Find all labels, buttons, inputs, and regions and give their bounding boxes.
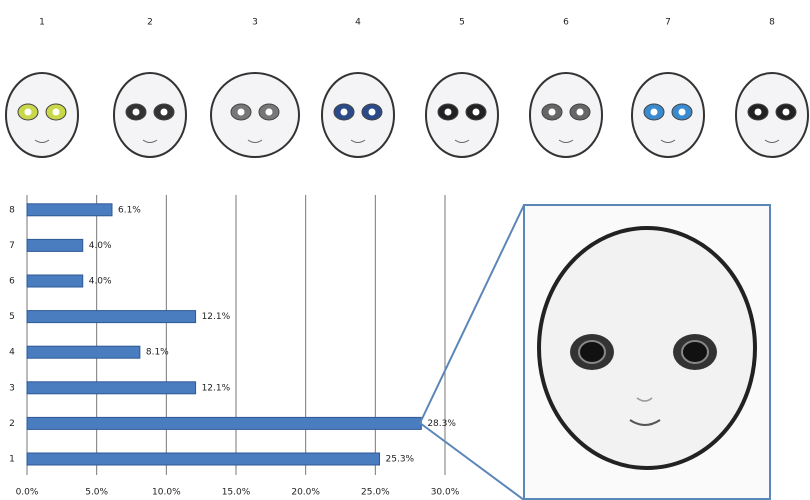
bar bbox=[26, 452, 381, 466]
value-label: 4.0% bbox=[89, 277, 112, 287]
face-pupil bbox=[650, 108, 658, 116]
value-label: 12.1% bbox=[202, 312, 231, 322]
face-mouth bbox=[558, 139, 574, 143]
bar bbox=[26, 381, 197, 395]
plot: 0.0% 5.0% 10.0% 15.0% 20.0% 25.0% 30.0% 1 25.3% 2… bbox=[9, 195, 460, 498]
face-pupil bbox=[132, 108, 140, 116]
bar bbox=[26, 310, 197, 324]
y-tick-label: 6 bbox=[9, 277, 15, 287]
value-label: 12.1% bbox=[202, 383, 231, 393]
face-head bbox=[425, 72, 499, 158]
face-pupil bbox=[444, 108, 452, 116]
face-mouth bbox=[660, 139, 676, 143]
y-tick-label: 5 bbox=[9, 312, 15, 322]
face-pupil bbox=[754, 108, 762, 116]
face bbox=[321, 72, 395, 158]
face bbox=[425, 72, 499, 158]
face-head bbox=[735, 72, 809, 158]
face bbox=[5, 72, 79, 158]
y-tick-label: 1 bbox=[9, 455, 15, 465]
face-label: 6 bbox=[563, 18, 569, 28]
y-tick-label: 3 bbox=[9, 383, 15, 393]
face-pupil bbox=[678, 108, 686, 116]
face-pupil bbox=[160, 108, 168, 116]
face-pupil bbox=[576, 108, 584, 116]
face-label: 8 bbox=[769, 18, 775, 28]
bar bbox=[26, 416, 422, 430]
face-mouth bbox=[454, 139, 470, 143]
face-pupil bbox=[368, 108, 376, 116]
x-tick-label: 20.0% bbox=[291, 488, 320, 498]
face-pupil bbox=[472, 108, 480, 116]
face-head bbox=[321, 72, 395, 158]
face-head bbox=[113, 72, 187, 158]
y-tick-label: 7 bbox=[9, 241, 15, 251]
face-label: 4 bbox=[355, 18, 361, 28]
face bbox=[529, 72, 603, 158]
face-pupil bbox=[265, 108, 273, 116]
face-pupil bbox=[782, 108, 790, 116]
face-label: 5 bbox=[459, 18, 465, 28]
value-label: 4.0% bbox=[89, 241, 112, 251]
face-pupil bbox=[237, 108, 245, 116]
face-pupil bbox=[340, 108, 348, 116]
face-row: 1 2 3 4 5 6 7 8 bbox=[5, 18, 809, 158]
x-tick-label: 25.0% bbox=[361, 488, 390, 498]
x-tick-label: 10.0% bbox=[152, 488, 181, 498]
x-tick-label: 15.0% bbox=[222, 488, 251, 498]
bar bbox=[26, 345, 141, 359]
bar bbox=[26, 203, 113, 217]
x-tick-label: 5.0% bbox=[85, 488, 108, 498]
face-pupil bbox=[52, 108, 60, 116]
face bbox=[113, 72, 187, 158]
x-tick-label: 0.0% bbox=[16, 488, 39, 498]
face-mouth bbox=[34, 139, 50, 143]
face-label: 3 bbox=[252, 18, 258, 28]
face bbox=[210, 72, 300, 158]
y-tick-label: 2 bbox=[9, 419, 15, 429]
face-mouth bbox=[247, 139, 263, 143]
face-pupil bbox=[548, 108, 556, 116]
x-tick-label: 30.0% bbox=[431, 488, 460, 498]
face-head bbox=[210, 72, 300, 158]
value-label: 25.3% bbox=[386, 455, 415, 465]
face-label: 2 bbox=[147, 18, 153, 28]
y-tick-label: 4 bbox=[9, 348, 15, 358]
face bbox=[735, 72, 809, 158]
face-pupil bbox=[24, 108, 32, 116]
face-label: 1 bbox=[39, 18, 45, 28]
bar bbox=[26, 274, 84, 288]
face-mouth bbox=[142, 139, 158, 143]
y-tick-label: 8 bbox=[9, 205, 15, 215]
bar bbox=[26, 238, 84, 252]
face-label: 7 bbox=[665, 18, 671, 28]
face-mouth bbox=[764, 139, 780, 143]
value-label: 28.3% bbox=[427, 419, 456, 429]
value-label: 6.1% bbox=[118, 205, 141, 215]
zoom-panel bbox=[419, 204, 771, 500]
face-mouth bbox=[350, 139, 366, 143]
face bbox=[631, 72, 705, 158]
face-head bbox=[5, 72, 79, 158]
value-label: 8.1% bbox=[146, 348, 169, 358]
face-head bbox=[631, 72, 705, 158]
face-head bbox=[529, 72, 603, 158]
